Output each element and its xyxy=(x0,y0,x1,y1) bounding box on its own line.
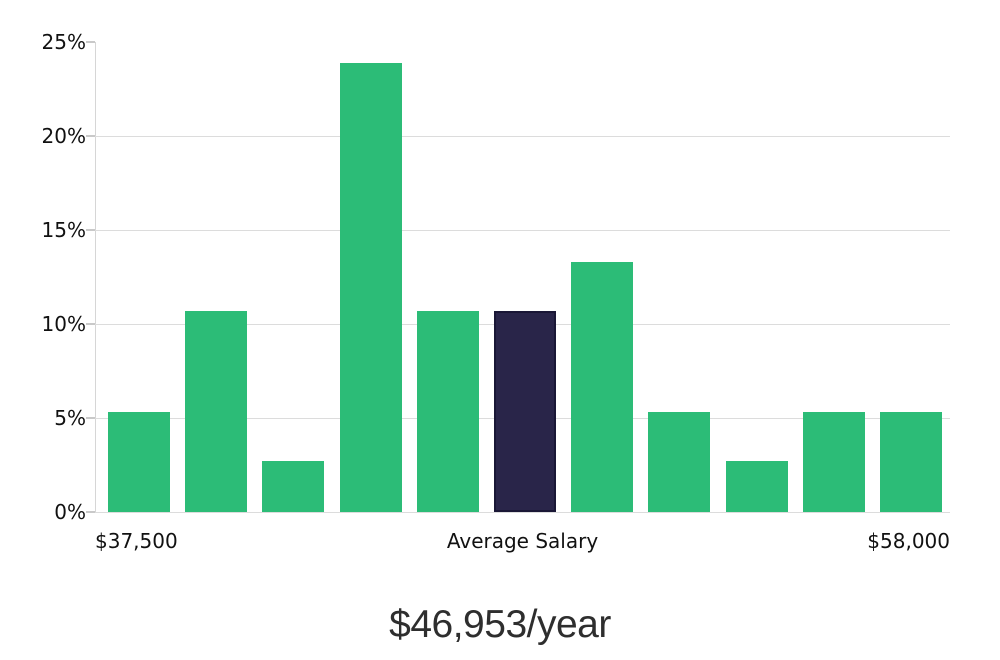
average-salary-caption: $46,953/year xyxy=(389,603,611,646)
y-tick-label-10%: 10% xyxy=(41,312,86,336)
x-label-average-salary: Average Salary xyxy=(446,529,599,553)
y-tick-label-0%: 0% xyxy=(54,500,86,524)
y-tick-label-15%: 15% xyxy=(41,218,86,242)
histogram-bar-11 xyxy=(880,412,942,512)
y-tick-5% xyxy=(86,417,95,419)
x-axis-labels: $37,500 Average Salary $58,000 xyxy=(95,529,950,553)
histogram-bar-5 xyxy=(416,310,479,512)
gridline-15% xyxy=(95,230,950,231)
y-tick-label-5%: 5% xyxy=(54,406,86,430)
y-tick-0% xyxy=(86,511,95,513)
y-tick-label-25%: 25% xyxy=(41,30,86,54)
x-label-max: $58,000 xyxy=(867,529,950,553)
gridline-0% xyxy=(95,512,950,513)
y-tick-label-20%: 20% xyxy=(41,124,86,148)
y-tick-10% xyxy=(86,323,95,325)
plot-area xyxy=(95,42,950,513)
gridline-20% xyxy=(95,136,950,137)
histogram-bar-8 xyxy=(648,412,711,512)
y-tick-20% xyxy=(86,135,95,137)
average-salary-bar xyxy=(494,310,556,512)
histogram-bar-1 xyxy=(108,412,170,512)
y-tick-25% xyxy=(86,41,95,43)
histogram-bar-7 xyxy=(571,261,634,512)
y-tick-15% xyxy=(86,229,95,231)
histogram-bar-9 xyxy=(725,461,788,512)
y-axis-line xyxy=(95,42,96,512)
histogram-bar-4 xyxy=(339,62,402,512)
x-label-min: $37,500 xyxy=(95,529,178,553)
histogram-bar-2 xyxy=(185,310,248,512)
histogram-bar-3 xyxy=(262,461,325,512)
histogram-bar-10 xyxy=(802,412,865,512)
